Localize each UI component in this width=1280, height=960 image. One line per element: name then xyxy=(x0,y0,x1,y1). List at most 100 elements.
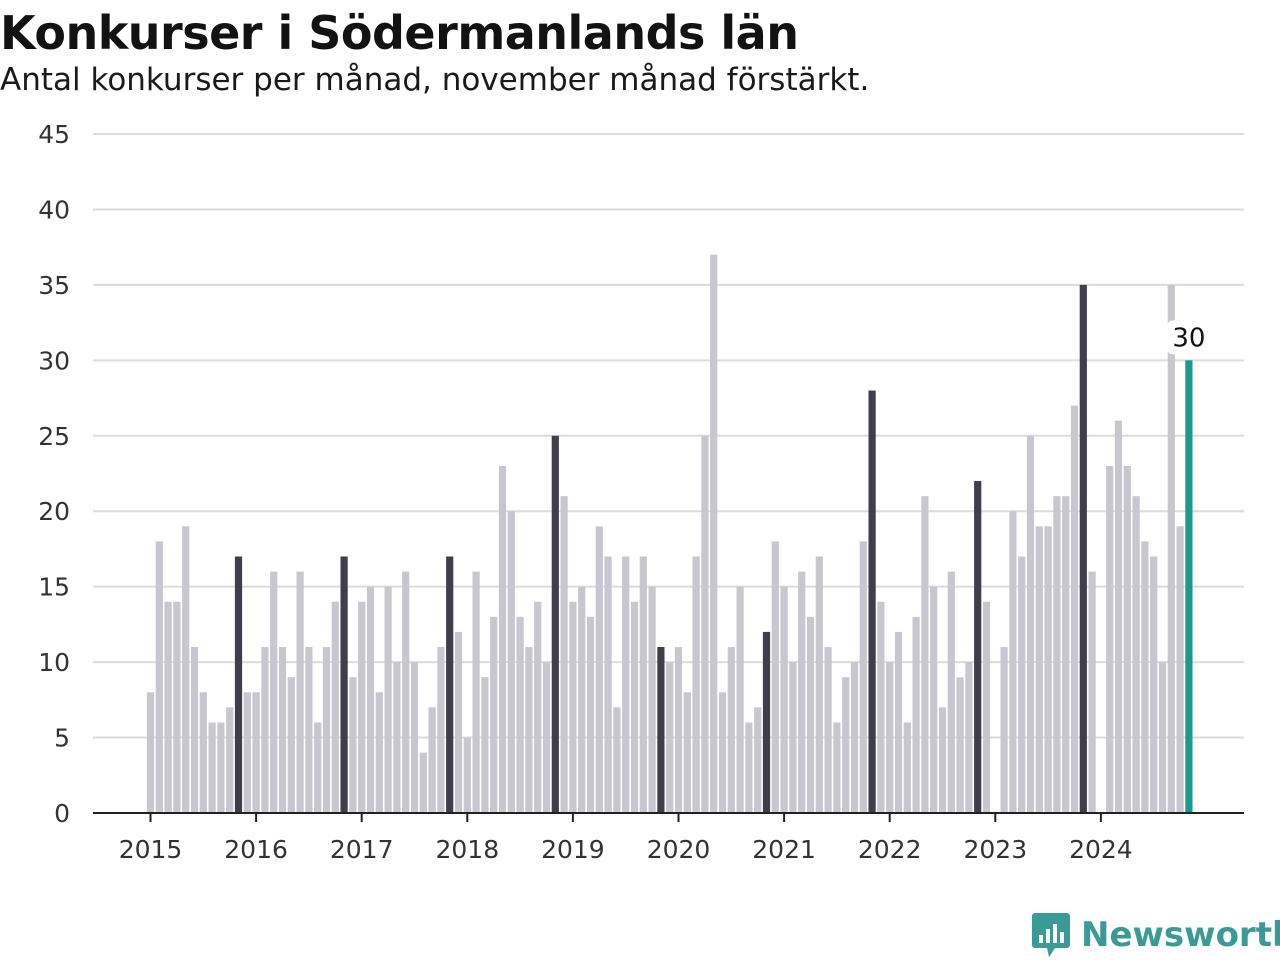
bar-2024-08 xyxy=(1158,662,1167,813)
bar-2018-12 xyxy=(560,496,568,813)
bar-2021-10 xyxy=(859,541,867,813)
bar-2021-11 xyxy=(868,390,876,813)
bar-2023-12 xyxy=(1088,571,1096,813)
bar-2022-01 xyxy=(886,662,894,813)
y-tick-label: 45 xyxy=(38,120,70,149)
value-labels: 30 xyxy=(1166,320,1211,355)
bar-2023-04 xyxy=(1018,556,1026,813)
bar-2019-07 xyxy=(622,556,630,813)
newsworthy-logo[interactable]: Newsworthy xyxy=(1031,910,1280,960)
bar-2024-03 xyxy=(1114,420,1123,813)
bar-2015-04 xyxy=(173,601,181,813)
chart-subtitle: Antal konkurser per månad, november måna… xyxy=(0,62,870,98)
y-tick-label: 30 xyxy=(38,346,70,375)
bar-2019-09 xyxy=(639,556,647,813)
bar-2024-04 xyxy=(1123,465,1131,813)
bar-2015-03 xyxy=(164,601,172,813)
bar-2019-08 xyxy=(630,601,639,813)
bar-2021-06 xyxy=(824,647,832,813)
bar-2023-10 xyxy=(1070,405,1079,813)
bar-2022-12 xyxy=(982,601,991,813)
bar-2016-09 xyxy=(322,647,331,813)
bar-2021-04 xyxy=(806,616,815,813)
bar-2017-09 xyxy=(428,707,436,813)
bar-2024-10 xyxy=(1176,526,1184,813)
bar-2024-02 xyxy=(1106,465,1114,813)
bar-2017-04 xyxy=(384,586,392,813)
bar-2023-02 xyxy=(1000,647,1008,813)
bar-2020-08 xyxy=(736,586,744,813)
bar-2021-03 xyxy=(798,571,806,813)
value-label-latest: 30 xyxy=(1172,323,1205,353)
bars xyxy=(146,254,1193,813)
bar-2022-04 xyxy=(912,616,920,813)
bar-2016-05 xyxy=(287,677,295,813)
x-tick-label: 2018 xyxy=(435,835,499,864)
bar-2018-09 xyxy=(534,601,542,813)
y-tick-label: 0 xyxy=(54,799,70,828)
bar-2024-06 xyxy=(1141,541,1149,813)
bar-2017-08 xyxy=(419,752,427,813)
bar-2015-05 xyxy=(182,526,190,813)
bar-2018-03 xyxy=(481,677,489,813)
bar-2018-07 xyxy=(516,616,524,813)
bar-2015-01 xyxy=(146,692,155,813)
x-tick-label: 2016 xyxy=(224,835,288,864)
bar-2018-04 xyxy=(490,616,498,813)
x-tick-label: 2023 xyxy=(963,835,1027,864)
bar-2017-01 xyxy=(358,601,366,813)
bar-2021-09 xyxy=(850,662,859,813)
bar-2024-07 xyxy=(1150,556,1158,813)
bar-2019-10 xyxy=(648,586,656,813)
bar-2019-04 xyxy=(595,526,603,813)
bar-2020-07 xyxy=(727,647,735,813)
bar-2021-07 xyxy=(833,722,841,813)
bar-2017-05 xyxy=(393,662,401,813)
bar-2018-10 xyxy=(542,662,551,813)
bar-2019-03 xyxy=(586,616,595,813)
bar-2020-10 xyxy=(754,707,762,813)
bar-2024-05 xyxy=(1132,496,1140,813)
bar-2022-02 xyxy=(894,631,903,813)
bar-2017-03 xyxy=(375,692,383,813)
bar-2015-06 xyxy=(190,647,199,813)
bar-2017-12 xyxy=(454,631,463,813)
bar-2017-10 xyxy=(437,647,445,813)
y-tick-label: 35 xyxy=(38,271,70,300)
bar-2021-08 xyxy=(842,677,850,813)
bar-2016-06 xyxy=(296,571,304,813)
x-tick-label: 2022 xyxy=(858,835,922,864)
bar-2020-01 xyxy=(674,647,683,813)
bar-2021-05 xyxy=(815,556,823,813)
bar-2021-12 xyxy=(877,601,885,813)
bar-2024-11 xyxy=(1185,360,1193,813)
bar-2020-02 xyxy=(683,692,691,813)
bar-2020-05 xyxy=(710,254,718,813)
bar-2015-02 xyxy=(155,541,163,813)
bar-2023-05 xyxy=(1026,435,1035,813)
bar-2019-12 xyxy=(666,662,674,813)
bar-2016-04 xyxy=(278,647,287,813)
bar-2018-05 xyxy=(498,465,507,813)
bar-2016-10 xyxy=(331,601,339,813)
y-tick-label: 10 xyxy=(38,648,70,677)
bar-2015-08 xyxy=(208,722,216,813)
bar-2015-12 xyxy=(243,692,251,813)
x-axis xyxy=(93,812,1244,822)
bar-2022-07 xyxy=(938,707,947,813)
gridlines xyxy=(93,133,1244,739)
bar-2016-07 xyxy=(305,647,313,813)
y-tick-label: 15 xyxy=(38,573,70,602)
bar-2023-11 xyxy=(1079,284,1087,813)
y-tick-label: 25 xyxy=(38,422,70,451)
bar-2022-03 xyxy=(903,722,911,813)
bar-2015-07 xyxy=(199,692,207,813)
bar-2021-02 xyxy=(789,662,797,813)
bar-2020-09 xyxy=(745,722,753,813)
bar-2016-01 xyxy=(252,692,260,813)
x-tick-label: 2020 xyxy=(647,835,711,864)
bar-2020-06 xyxy=(718,692,727,813)
bar-2015-11 xyxy=(234,556,243,813)
x-tick-label: 2015 xyxy=(119,835,183,864)
